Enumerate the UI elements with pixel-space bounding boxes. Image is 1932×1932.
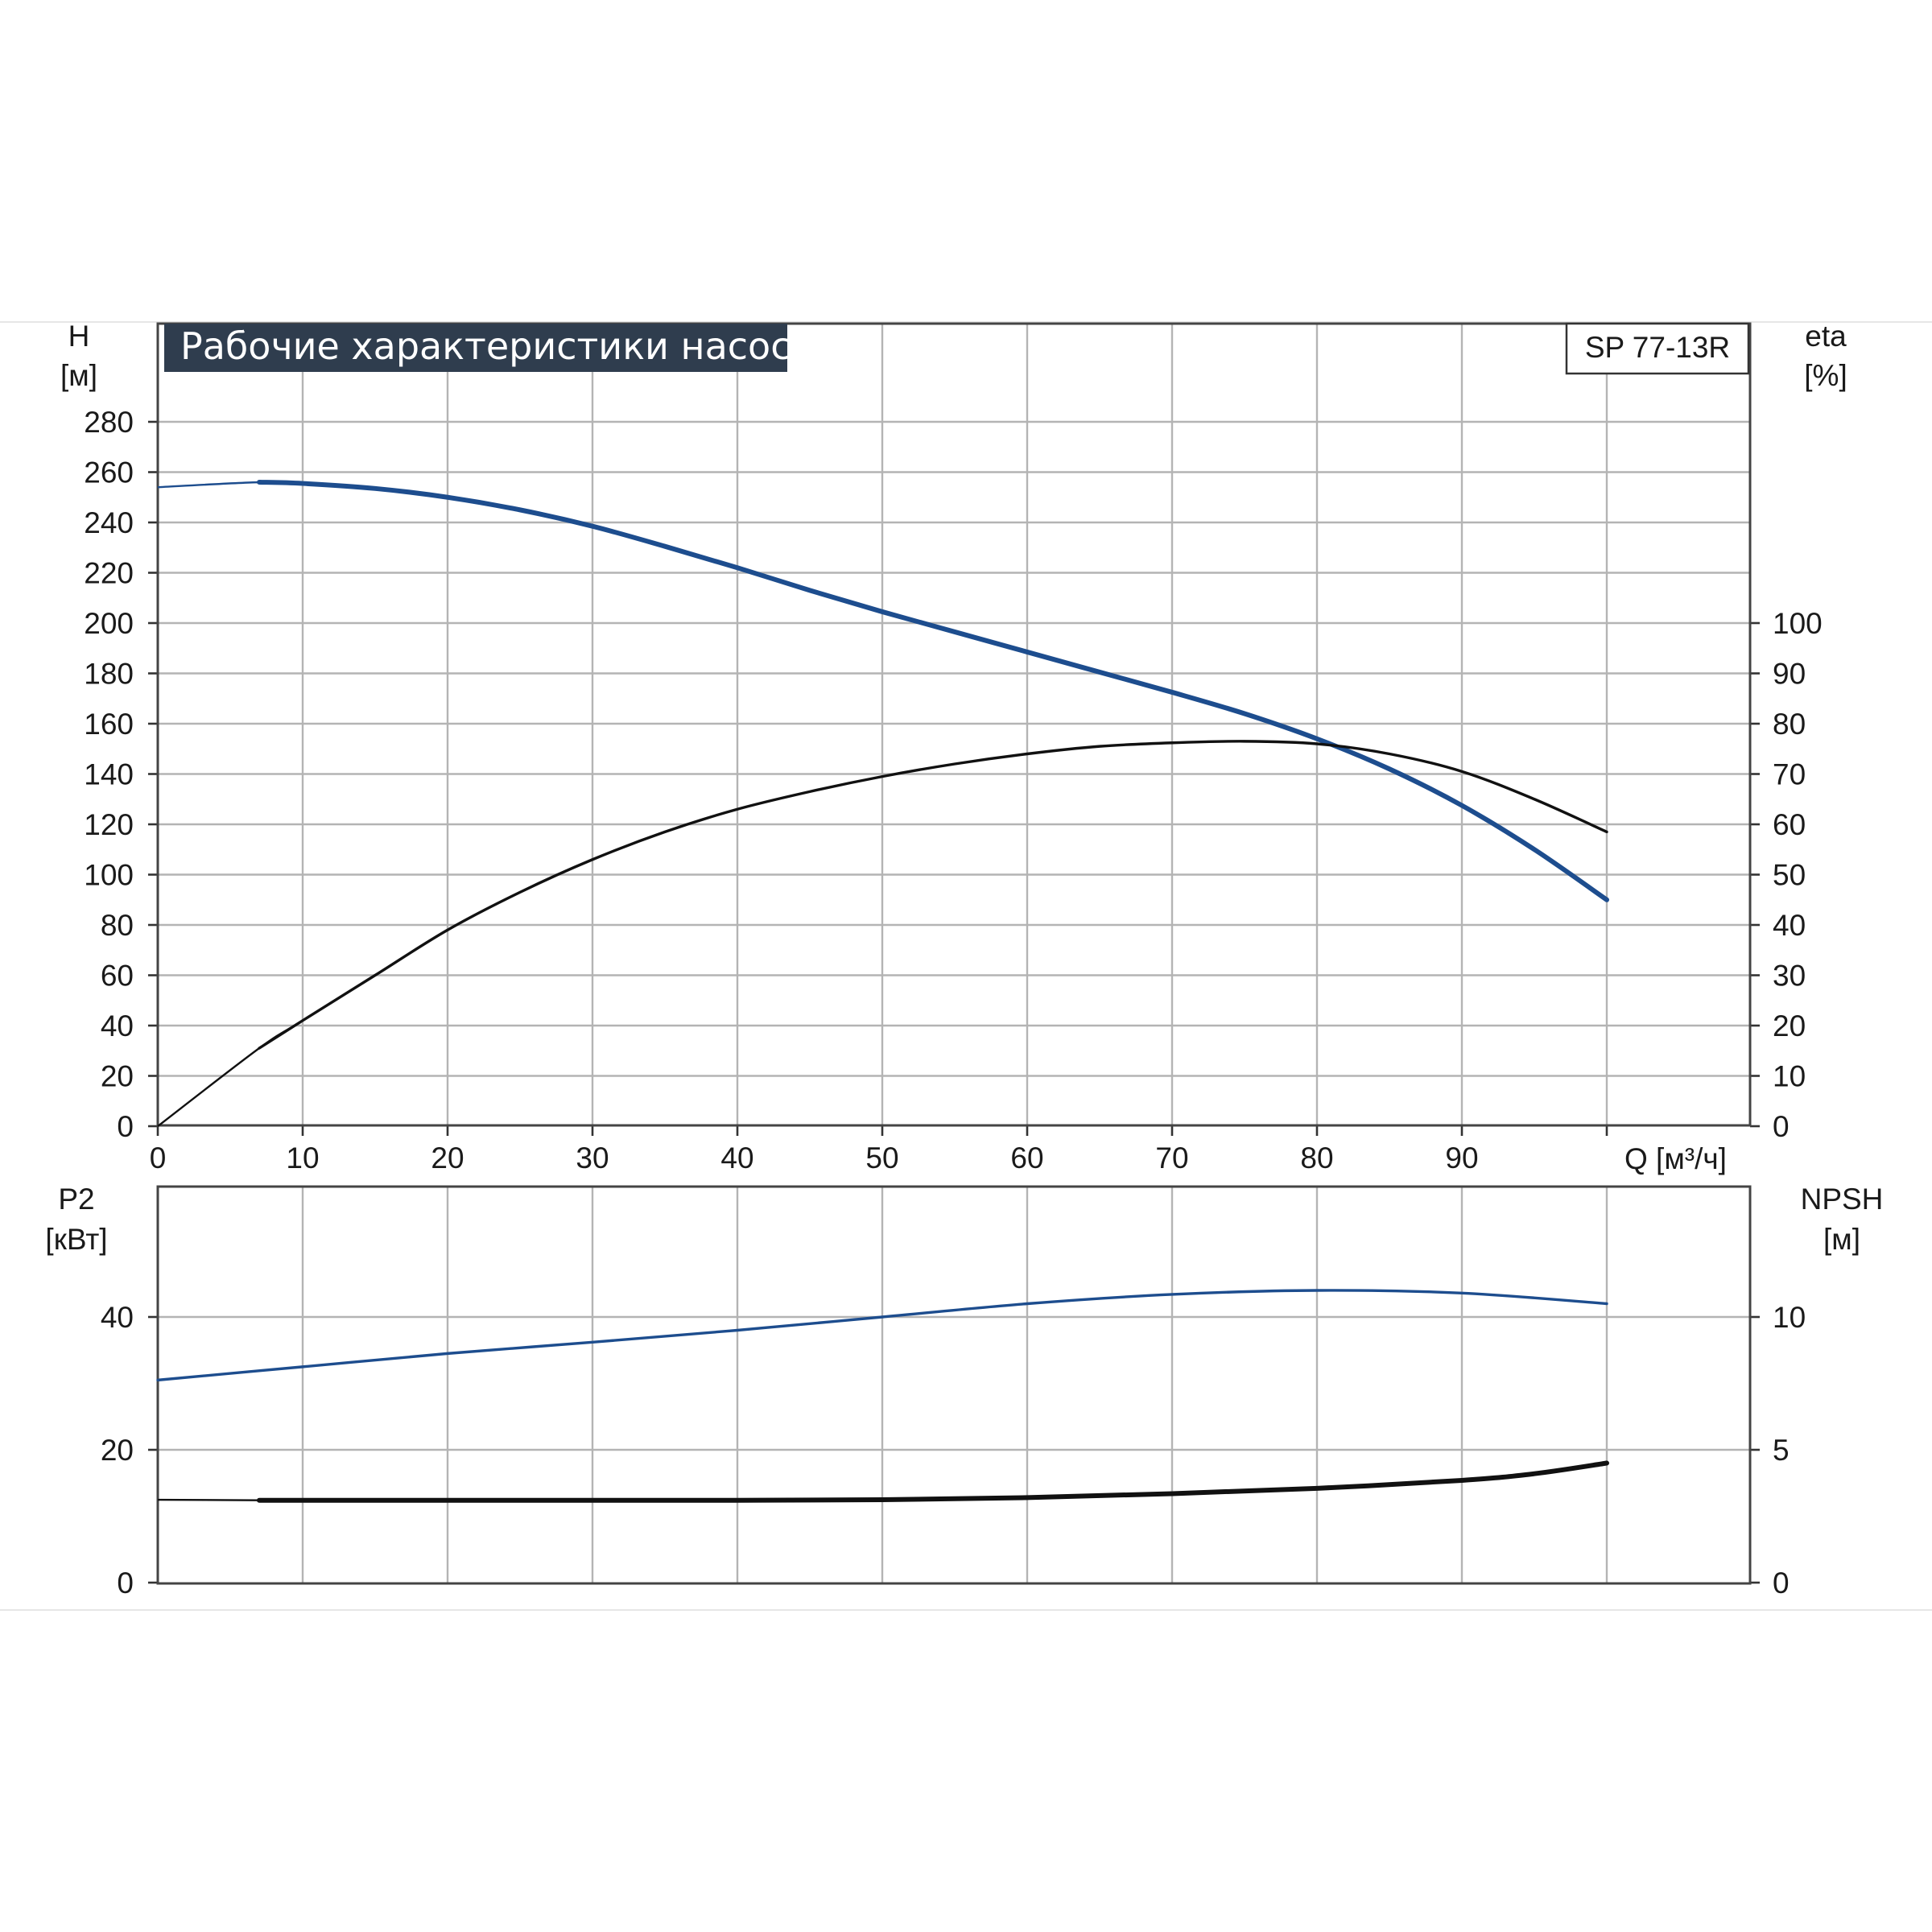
x-tick-label: 0	[150, 1141, 167, 1174]
upper-right-tick-label: 30	[1773, 960, 1806, 993]
lower-plot-frame	[156, 1185, 1752, 1585]
upper-left-tick-label: 0	[117, 1110, 134, 1143]
head-curve-main	[257, 480, 1609, 902]
upper-right-tick-label: 80	[1773, 708, 1806, 741]
upper-left-tick-label: 280	[84, 406, 134, 439]
upper-right-tick-label: 20	[1773, 1009, 1806, 1042]
upper-left-tick-label: 20	[101, 1060, 134, 1093]
x-tick-label: 40	[720, 1141, 753, 1174]
x-tick-label: 90	[1445, 1141, 1478, 1174]
upper-axis-ticks: 0204060801001201401601802002202402602800…	[84, 406, 1822, 1174]
x-axis-label: Q [м³/ч]	[1624, 1142, 1727, 1175]
upper-right-tick-label: 100	[1773, 607, 1823, 640]
lower-right-tick-label: 0	[1773, 1567, 1790, 1600]
model-label: SP 77-13R	[1585, 331, 1730, 364]
x-tick-label: 10	[286, 1141, 319, 1174]
upper-left-tick-label: 100	[84, 859, 134, 892]
x-tick-label: 30	[576, 1141, 609, 1174]
upper-right-axis-name: eta	[1805, 320, 1847, 353]
x-tick-label: 20	[431, 1141, 464, 1174]
upper-left-tick-label: 60	[101, 960, 134, 993]
lower-curves	[156, 1289, 1609, 1503]
lower-right-axis-name: NPSH	[1801, 1183, 1884, 1216]
lower-left-tick-label: 40	[101, 1301, 134, 1334]
lower-grid	[158, 1187, 1750, 1583]
lower-right-tick-label: 10	[1773, 1301, 1806, 1334]
upper-right-tick-label: 0	[1773, 1110, 1790, 1143]
upper-left-tick-label: 140	[84, 758, 134, 791]
upper-curves	[157, 480, 1609, 1127]
upper-left-tick-label: 120	[84, 808, 134, 841]
upper-left-tick-label: 40	[101, 1009, 134, 1042]
upper-left-tick-label: 240	[84, 506, 134, 539]
upper-left-tick-label: 180	[84, 658, 134, 691]
lower-right-axis-unit: [м]	[1823, 1223, 1860, 1256]
upper-right-tick-label: 10	[1773, 1060, 1806, 1093]
chart-title-background	[164, 324, 787, 372]
x-tick-label: 50	[865, 1141, 898, 1174]
lower-left-axis-unit: [кВт]	[45, 1223, 107, 1256]
lower-left-axis-name: P2	[58, 1183, 94, 1216]
efficiency-curve-main	[258, 740, 1608, 1050]
lower-right-tick-label: 5	[1773, 1434, 1790, 1467]
lower-axis-ticks: 0 20 40 0 5 10	[101, 1301, 1806, 1600]
upper-right-tick-label: 40	[1773, 909, 1806, 942]
upper-right-tick-label: 50	[1773, 859, 1806, 892]
x-tick-label: 70	[1155, 1141, 1188, 1174]
upper-left-tick-label: 220	[84, 557, 134, 590]
x-tick-label: 60	[1010, 1141, 1043, 1174]
upper-left-axis-unit: [м]	[60, 359, 97, 392]
chart-title: Рабочие характеристики насоса	[180, 324, 814, 368]
x-tick-label: 80	[1300, 1141, 1333, 1174]
upper-right-tick-label: 70	[1773, 758, 1806, 791]
npsh-curve-main	[257, 1460, 1609, 1503]
model-label-box	[1565, 322, 1750, 375]
power-p2-curve-main	[156, 1289, 1608, 1382]
upper-left-tick-label: 200	[84, 607, 134, 640]
upper-left-tick-label: 160	[84, 708, 134, 741]
upper-grid	[158, 324, 1750, 1126]
upper-plot-frame	[156, 322, 1752, 1127]
upper-left-tick-label: 80	[101, 909, 134, 942]
upper-right-tick-label: 60	[1773, 808, 1806, 841]
lower-left-tick-label: 0	[117, 1567, 134, 1600]
upper-left-axis-name: H	[68, 320, 90, 353]
upper-left-tick-label: 260	[84, 456, 134, 489]
upper-right-axis-unit: [%]	[1804, 359, 1847, 392]
lower-left-tick-label: 20	[101, 1434, 134, 1467]
upper-right-tick-label: 90	[1773, 658, 1806, 691]
